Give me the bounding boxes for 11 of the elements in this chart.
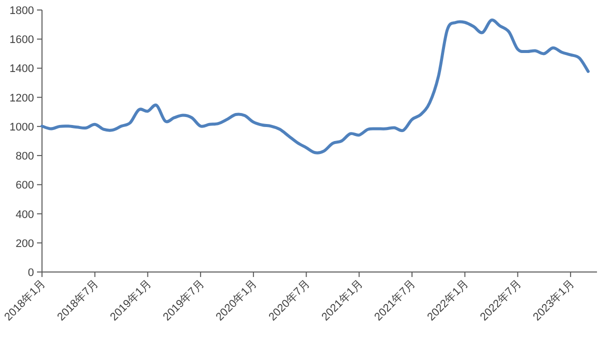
y-tick-label: 0: [28, 267, 34, 279]
y-tick-label: 1800: [10, 5, 34, 17]
y-tick-label: 1400: [10, 63, 34, 76]
y-tick-label: 400: [16, 208, 34, 221]
y-tick-label: 200: [16, 238, 34, 250]
y-tick-label: 600: [16, 180, 34, 192]
y-tick-label: 800: [16, 150, 34, 163]
line-series: [40, 18, 590, 154]
y-tick-label: 1000: [10, 121, 34, 134]
y-tick-label: 1600: [10, 34, 34, 46]
y-tick-label: 1200: [10, 92, 34, 104]
